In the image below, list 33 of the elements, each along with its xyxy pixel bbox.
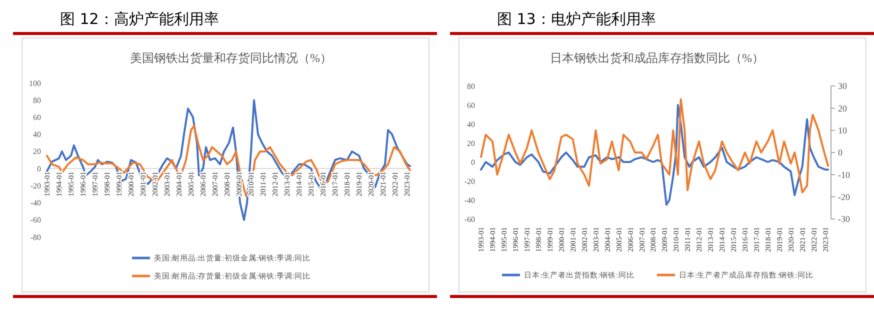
y-tick-label: -80: [30, 232, 41, 242]
chart-subtitle: 日本钢铁出货和成品库存指数同比（%）: [550, 51, 764, 65]
y2-tick-label: -20: [838, 192, 850, 202]
y-tick-label: 60: [33, 113, 41, 122]
line-series: [480, 104, 830, 206]
y-tick-label: -60: [464, 214, 475, 224]
chart-title: 图 12：高炉产能利用率: [60, 10, 219, 28]
y-tick-label: 80: [33, 96, 41, 105]
y-tick-label: -20: [30, 181, 41, 190]
y-tick-label: 40: [33, 130, 41, 140]
line-series: [46, 124, 412, 197]
y2-tick-label: 10: [838, 125, 848, 136]
y-tick-label: 60: [467, 100, 475, 110]
y-tick-label: 40: [467, 120, 475, 129]
y2-tick-label: -30: [838, 214, 850, 224]
y-tick-label: 20: [33, 147, 41, 156]
y-tick-label: -20: [464, 176, 475, 186]
line-series: [46, 99, 412, 221]
y2-tick-label: 0: [838, 148, 843, 158]
y-tick-label: 20: [467, 138, 475, 148]
y-tick-label: 0: [471, 158, 475, 167]
y-tick-label: 100: [29, 78, 41, 88]
y2-tick-label: 30: [838, 81, 848, 92]
chart-subtitle: 美国钢铁出货量和存货同比情况（%）: [130, 51, 332, 65]
y-tick-label: 0: [37, 164, 41, 174]
y2-tick-label: -10: [838, 170, 850, 180]
y-tick-label: -40: [464, 196, 475, 205]
y-tick-label: -40: [30, 198, 41, 208]
line-series: [480, 98, 830, 194]
chart-title: 图 13：电炉产能利用率: [497, 10, 656, 28]
y2-tick-label: 20: [838, 103, 848, 114]
y-tick-label: -60: [30, 216, 41, 225]
y-tick-label: 80: [467, 82, 475, 91]
